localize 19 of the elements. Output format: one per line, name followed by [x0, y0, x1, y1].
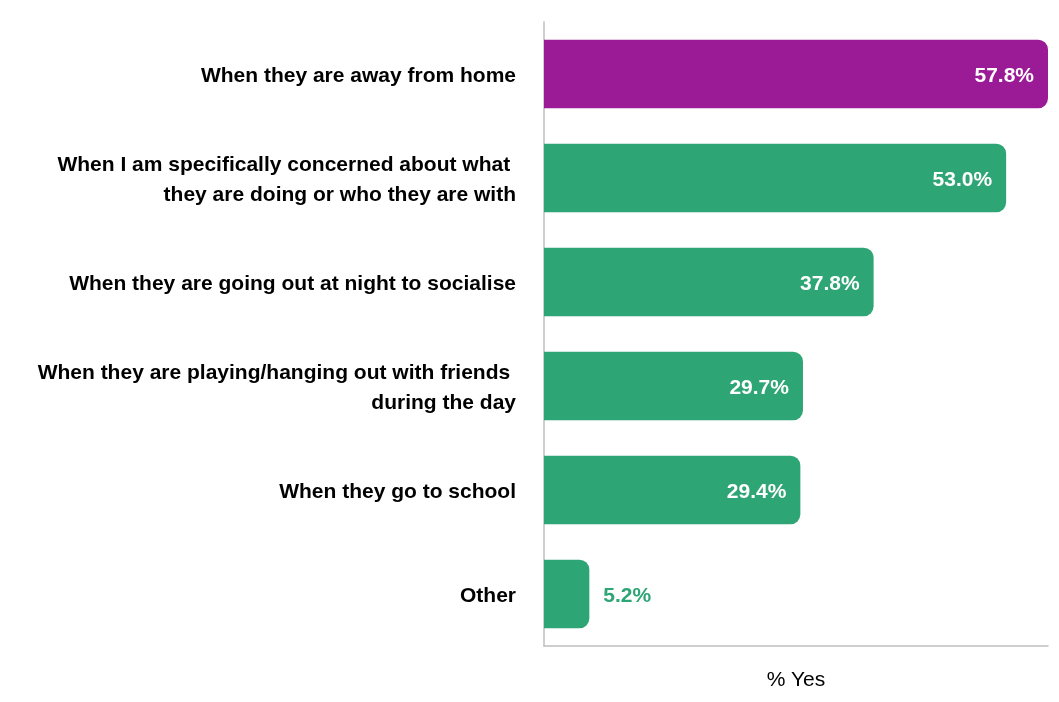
bar	[544, 455, 801, 525]
y-tick-label: When they go to school	[279, 478, 516, 502]
data-label: 29.4%	[726, 478, 787, 502]
data-label: 5.2%	[603, 582, 652, 606]
data-label: 57.8%	[974, 62, 1035, 86]
bar	[544, 39, 1048, 109]
y-tick-label: When they are playing/hanging out with friends during the day	[37, 359, 517, 413]
bar	[544, 351, 803, 421]
y-tick-label: When they are away from home	[200, 62, 516, 86]
data-label: 37.8%	[800, 270, 860, 294]
y-tick-label: When they are going out at night to socialise	[69, 270, 516, 294]
bar	[544, 247, 874, 317]
data-label: 53.0%	[932, 166, 993, 190]
x-axis-title: % Yes	[766, 667, 826, 690]
y-tick-label: Other	[459, 582, 516, 606]
y-tick-label: When I am specifically concerned about what they are doing or who they are with	[57, 151, 516, 205]
bar	[544, 559, 590, 629]
data-label: 29.7%	[729, 374, 790, 398]
bar	[544, 143, 1007, 213]
